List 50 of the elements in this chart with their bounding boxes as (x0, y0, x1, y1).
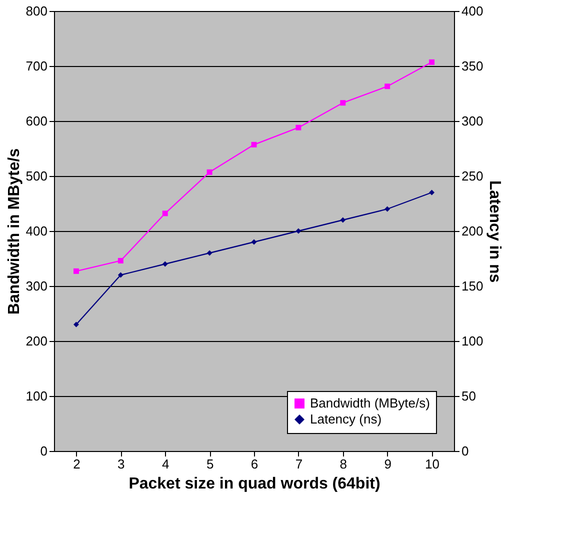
point (118, 272, 124, 278)
y2-tick-label: 250 (462, 168, 484, 184)
x-tick-label: 6 (250, 456, 258, 472)
y2-tick-label: 150 (462, 278, 484, 294)
point (206, 250, 212, 256)
x-tick-label: 8 (340, 456, 348, 472)
x-tick-label: 4 (162, 456, 170, 472)
point (118, 258, 124, 264)
point (296, 228, 302, 234)
point (429, 59, 435, 65)
y-tick-label: 300 (26, 278, 48, 294)
point (340, 217, 346, 223)
y2-tick-label: 0 (462, 444, 469, 458)
point (206, 169, 212, 175)
x-tick-label: 5 (206, 456, 214, 472)
x-tick-label: 10 (425, 456, 440, 472)
y-tick-label: 500 (26, 168, 48, 184)
x-tick-label: 2 (73, 456, 80, 472)
y-tick-label: 100 (26, 388, 48, 404)
point (162, 261, 168, 267)
point (73, 268, 79, 274)
x-axis-title: Packet size in quad words (64bit) (128, 476, 380, 492)
y2-axis-title: Latency in ns (486, 180, 504, 283)
legend-label: Latency (ns) (310, 412, 382, 426)
y-tick-label: 600 (26, 114, 48, 128)
y-tick-label: 400 (26, 224, 48, 238)
y-tick-label: 200 (26, 334, 48, 348)
y2-tick-label: 50 (462, 388, 476, 404)
point (251, 142, 257, 148)
point (384, 84, 390, 90)
y-axis-title: Bandwidth in MByte/s (6, 148, 23, 315)
x-tick-label: 3 (118, 456, 125, 472)
x-tick-label: 7 (295, 456, 303, 472)
legend-label: Bandwidth (MByte/s) (310, 396, 430, 410)
point (162, 210, 168, 216)
x-tick-label: 9 (384, 456, 392, 472)
y2-tick-label: 400 (462, 4, 484, 18)
y2-tick-label: 200 (462, 224, 484, 238)
y-tick-label: 800 (26, 4, 48, 18)
y2-tick-label: 300 (462, 114, 484, 128)
point (429, 190, 435, 196)
point (340, 100, 346, 106)
y2-tick-label: 350 (462, 58, 484, 74)
point (384, 206, 390, 212)
point (73, 322, 79, 328)
point (296, 124, 302, 130)
y-tick-label: 0 (40, 444, 48, 458)
point (251, 239, 257, 245)
y2-tick-label: 100 (462, 334, 484, 348)
y-tick-label: 700 (26, 58, 48, 74)
